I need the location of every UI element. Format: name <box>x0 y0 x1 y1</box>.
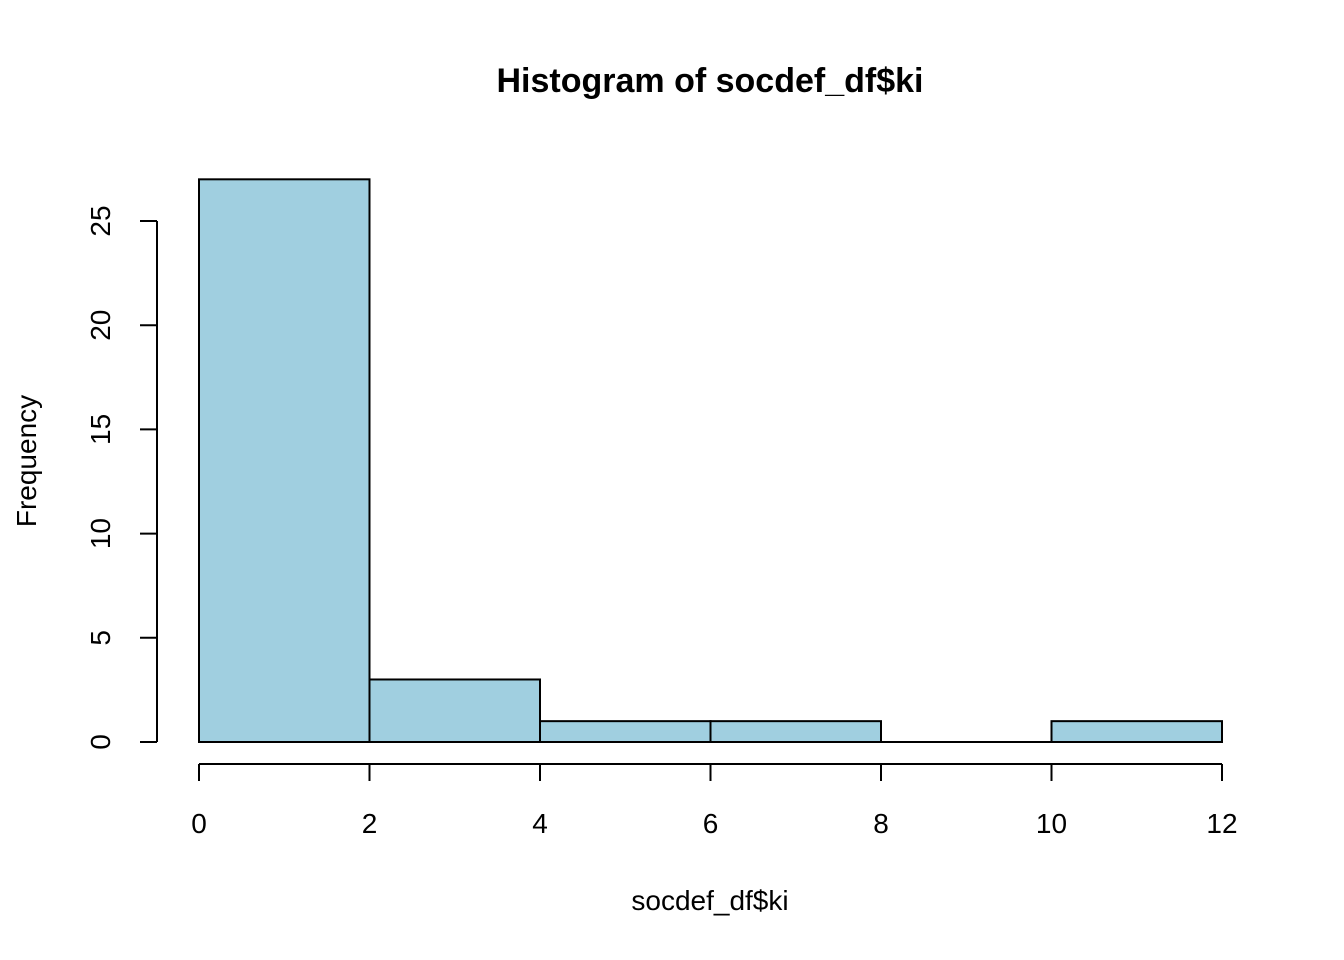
histogram-bar-1 <box>368 678 541 743</box>
bars-group <box>198 178 1223 743</box>
histogram-bar-5 <box>1050 720 1223 743</box>
chart-title: Histogram of socdef_df$ki <box>497 62 924 100</box>
x-tick-label-0: 0 <box>191 808 207 839</box>
histogram-bar-3 <box>709 720 882 743</box>
y-tick-label-3: 15 <box>85 414 116 445</box>
y-axis-ticks: 0 5 10 15 20 25 <box>85 205 157 750</box>
x-tick-label-4: 8 <box>873 808 889 839</box>
histogram-bar-0 <box>198 178 371 743</box>
y-tick-label-1: 5 <box>85 630 116 646</box>
x-axis-ticks: 0 2 4 6 8 10 12 <box>191 764 1238 839</box>
y-tick-label-5: 25 <box>85 205 116 236</box>
x-tick-label-6: 12 <box>1206 808 1237 839</box>
x-tick-label-2: 4 <box>532 808 548 839</box>
y-tick-label-0: 0 <box>85 734 116 750</box>
x-tick-label-5: 10 <box>1036 808 1067 839</box>
y-tick-label-4: 20 <box>85 310 116 341</box>
x-axis-label: socdef_df$ki <box>631 885 788 916</box>
y-axis-label: Frequency <box>11 395 42 527</box>
histogram-bar-2 <box>539 720 712 743</box>
y-tick-label-2: 10 <box>85 518 116 549</box>
x-tick-label-3: 6 <box>703 808 719 839</box>
x-tick-label-1: 2 <box>362 808 378 839</box>
